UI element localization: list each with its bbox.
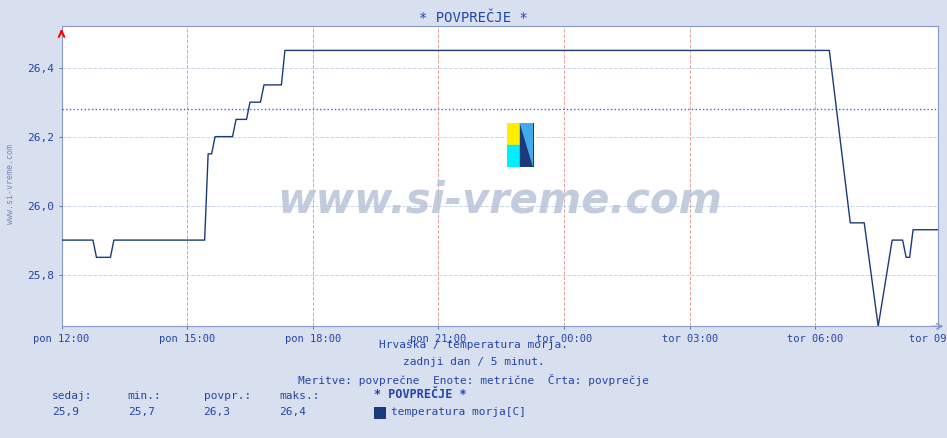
- Text: Hrvaška / temperatura morja.: Hrvaška / temperatura morja.: [379, 339, 568, 350]
- Text: 26,4: 26,4: [279, 407, 307, 417]
- Polygon shape: [520, 123, 533, 166]
- Text: temperatura morja[C]: temperatura morja[C]: [391, 407, 527, 417]
- Text: www.si-vreme.com: www.si-vreme.com: [6, 144, 15, 224]
- Text: 26,3: 26,3: [204, 407, 231, 417]
- Text: sedaj:: sedaj:: [52, 391, 93, 401]
- Text: maks.:: maks.:: [279, 391, 320, 401]
- Text: 25,7: 25,7: [128, 407, 155, 417]
- Text: 25,9: 25,9: [52, 407, 80, 417]
- Text: * POVPREČJE *: * POVPREČJE *: [374, 388, 467, 401]
- Text: Meritve: povprečne  Enote: metrične  Črta: povprečje: Meritve: povprečne Enote: metrične Črta:…: [298, 374, 649, 386]
- Text: * POVPREČJE *: * POVPREČJE *: [420, 11, 527, 25]
- Text: www.si-vreme.com: www.si-vreme.com: [277, 179, 722, 221]
- Text: min.:: min.:: [128, 391, 162, 401]
- Text: povpr.:: povpr.:: [204, 391, 251, 401]
- Text: zadnji dan / 5 minut.: zadnji dan / 5 minut.: [402, 357, 545, 367]
